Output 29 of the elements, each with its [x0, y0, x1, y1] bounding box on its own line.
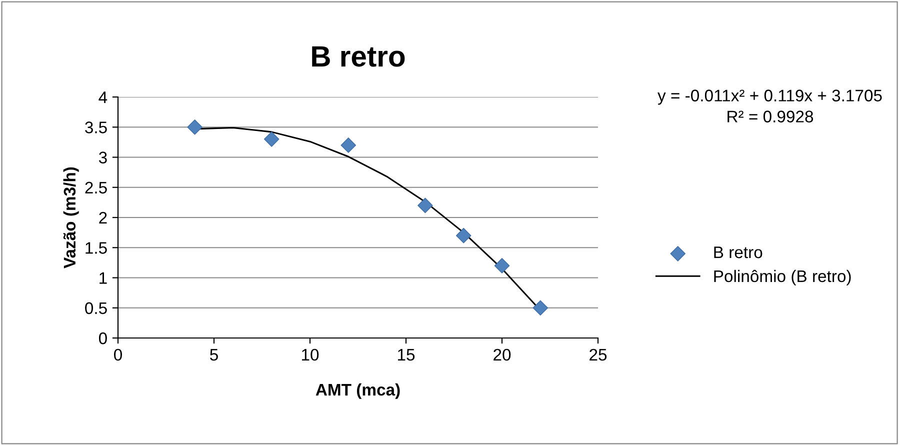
y-axis-title: Vazão (m3/h) — [63, 167, 79, 268]
y-tick-label: 2 — [99, 212, 107, 224]
y-tick-label: 0 — [98, 332, 107, 344]
y-tick-label: 3 — [98, 152, 107, 164]
y-tick-label: 2.5 — [85, 182, 107, 194]
point — [187, 119, 202, 135]
y-tick-label: 1.5 — [86, 242, 107, 254]
x-tick-label: 10 — [302, 348, 319, 361]
x-tick-label: 0 — [114, 348, 122, 361]
y-tick-label: 3.5 — [85, 122, 107, 134]
point — [264, 132, 280, 147]
x-tick-label: 5 — [210, 349, 218, 361]
text: y = -0.011x² + 0.119x + 3.1705 — [658, 90, 882, 105]
legend-label: Polinômio (B retro) — [714, 270, 851, 286]
x-tick-label: 25 — [590, 348, 607, 361]
x-tick-label: 15 — [398, 349, 415, 361]
x-tick-label: 20 — [494, 348, 511, 361]
point — [456, 228, 472, 244]
point — [494, 258, 510, 274]
chart-title: B retro — [312, 46, 405, 67]
point — [340, 138, 356, 153]
legend-label: B retro — [714, 246, 762, 258]
x-axis-title: AMT (mca) — [316, 383, 400, 399]
point — [418, 198, 433, 214]
y-tick-label: 0.5 — [85, 302, 107, 314]
y-tick-label: 4 — [98, 92, 108, 104]
point — [532, 300, 548, 316]
text: R² = 0.9928 — [728, 110, 814, 122]
y-tick-label: 1 — [100, 272, 107, 284]
